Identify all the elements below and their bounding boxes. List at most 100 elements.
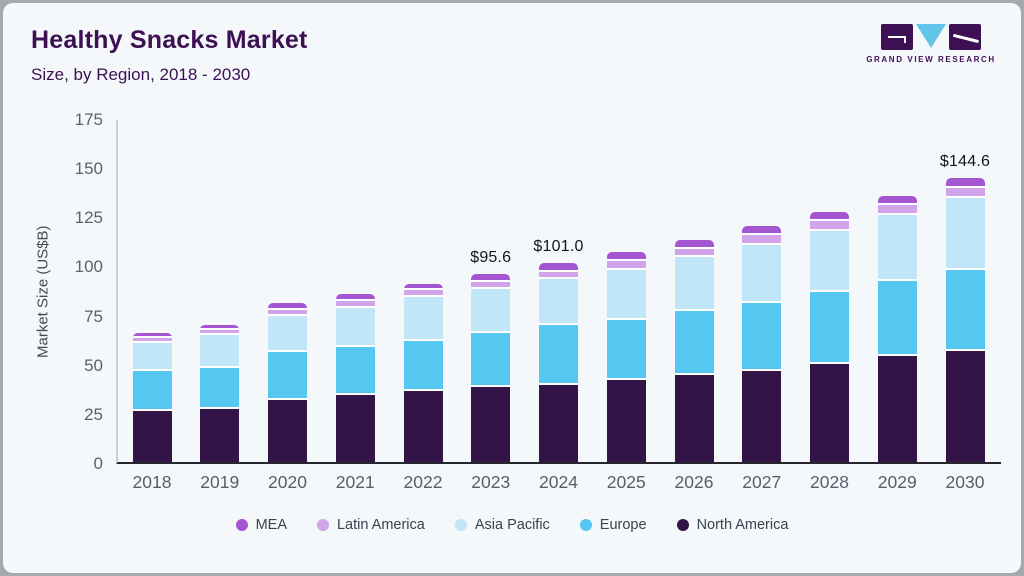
report-card: Healthy Snacks Market Size, by Region, 2…	[3, 3, 1021, 573]
legend-item-asia-pacific: Asia Pacific	[454, 517, 550, 533]
bar-segment-north-america-2030	[945, 351, 985, 462]
x-tick-label-2025: 2025	[606, 472, 646, 492]
bar-segment-europe-2022	[403, 341, 443, 392]
bar-segment-mea-2025	[606, 252, 646, 262]
legend-swatch-icon	[454, 519, 467, 531]
logo-r-block-icon	[949, 23, 981, 50]
x-tick-label-2019: 2019	[200, 472, 240, 492]
bar-segment-latin-america-2019	[200, 329, 240, 335]
value-label-2024: $101.0	[533, 238, 584, 256]
bar-2018	[132, 332, 172, 462]
bar-2028	[810, 211, 849, 462]
bar-2022	[403, 283, 443, 462]
bar-2020	[268, 303, 307, 462]
bar-segment-latin-america-2022	[403, 290, 443, 297]
legend-label: MEA	[255, 517, 287, 533]
legend-swatch-icon	[316, 519, 329, 531]
y-tick-label: 25	[84, 404, 103, 424]
x-tick-label-2026: 2026	[674, 472, 714, 492]
legend-item-latin-america: Latin America	[316, 517, 425, 533]
legend-label: North America	[696, 517, 789, 533]
legend-swatch-icon	[235, 519, 248, 531]
logo-v-triangle-icon	[916, 23, 946, 48]
bar-2025	[606, 252, 646, 462]
bar-segment-mea-2022	[403, 283, 443, 290]
legend-item-north-america: North America	[676, 517, 789, 533]
legend-label: Asia Pacific	[474, 517, 550, 533]
bar-segment-mea-2021	[335, 293, 375, 302]
bar-segment-mea-2029	[877, 196, 917, 206]
bar-segment-north-america-2021	[335, 395, 375, 462]
bar-segment-asia-pacific-2027	[742, 244, 782, 303]
bar-segment-mea-2027	[742, 225, 782, 235]
bar-segment-latin-america-2018	[132, 337, 172, 343]
bar-segment-asia-pacific-2030	[945, 198, 985, 270]
y-tick-label: 100	[74, 257, 103, 277]
logo-g-block-icon	[881, 23, 913, 50]
page-subtitle: Size, by Region, 2018 - 2030	[31, 65, 251, 84]
bar-2030	[945, 177, 985, 462]
bar-segment-latin-america-2021	[335, 301, 375, 308]
bar-segment-asia-pacific-2026	[674, 257, 714, 312]
bar-segment-asia-pacific-2018	[132, 342, 172, 372]
bar-segment-europe-2025	[606, 319, 646, 380]
x-tick-label-2021: 2021	[335, 472, 375, 492]
bar-segment-mea-2028	[810, 211, 849, 222]
bar-segment-europe-2030	[945, 269, 985, 352]
bar-segment-north-america-2027	[742, 371, 782, 462]
bar-segment-asia-pacific-2020	[268, 316, 307, 353]
bar-2021	[335, 293, 375, 462]
bar-segment-north-america-2023	[471, 387, 511, 462]
bar-segment-asia-pacific-2019	[200, 334, 240, 369]
bar-2029	[877, 196, 917, 462]
bar-segment-europe-2021	[335, 347, 375, 396]
legend-swatch-icon	[676, 519, 689, 531]
bar-segment-north-america-2024	[539, 384, 578, 462]
x-tick-label-2020: 2020	[268, 472, 307, 492]
bar-segment-asia-pacific-2028	[810, 231, 849, 293]
bar-segment-north-america-2026	[674, 374, 714, 462]
bar-2023	[471, 274, 511, 462]
bar-segment-asia-pacific-2029	[877, 214, 917, 282]
legend-label: Europe	[599, 517, 647, 533]
x-tick-label-2023: 2023	[471, 472, 511, 492]
bar-segment-asia-pacific-2023	[471, 289, 511, 333]
bar-segment-mea-2018	[132, 332, 172, 338]
bar-segment-north-america-2025	[606, 379, 646, 462]
bar-segment-mea-2023	[471, 274, 511, 282]
x-tick-label-2030: 2030	[945, 472, 985, 492]
bar-segment-north-america-2028	[810, 364, 849, 462]
bar-segment-europe-2028	[810, 292, 849, 365]
bar-segment-europe-2020	[268, 352, 307, 400]
bar-segment-north-america-2019	[200, 409, 240, 462]
y-axis-ticks: 0 25 50 75 100 125 150 175	[3, 110, 103, 473]
bar-segment-north-america-2029	[877, 356, 917, 462]
legend-swatch-icon	[579, 519, 592, 531]
bar-segment-europe-2026	[674, 311, 714, 375]
bar-segment-latin-america-2027	[742, 234, 782, 245]
bar-2026	[674, 240, 714, 462]
bar-segment-north-america-2022	[403, 391, 443, 462]
bar-2019	[200, 324, 240, 462]
bar-segment-europe-2018	[132, 371, 172, 411]
y-tick-label: 0	[93, 454, 103, 473]
legend-item-mea: MEA	[235, 517, 287, 533]
bar-segment-mea-2026	[674, 240, 714, 249]
bar-segment-latin-america-2030	[945, 188, 985, 199]
bar-segment-mea-2020	[268, 303, 307, 310]
value-label-2023: $95.6	[470, 249, 512, 267]
bar-segment-asia-pacific-2022	[403, 296, 443, 342]
chart-legend: MEA Latin America Asia Pacific Europe North …	[3, 517, 1021, 533]
bar-segment-europe-2027	[742, 302, 782, 372]
value-label-2030: $144.6	[939, 152, 991, 170]
bar-segment-asia-pacific-2024	[539, 279, 578, 326]
y-tick-label: 175	[74, 110, 103, 129]
y-tick-label: 50	[84, 355, 103, 375]
bar-2027	[742, 225, 782, 462]
gvr-logo: GRAND VIEW RESEARCH	[866, 23, 994, 64]
bar-segment-north-america-2018	[132, 410, 172, 462]
bar-segment-latin-america-2024	[539, 272, 578, 280]
stacked-bar-plot: 2018 2019 2020 2021 2022 2023 $95.6 2024 $101.0 2…	[116, 120, 1001, 492]
bar-segment-europe-2023	[471, 332, 511, 388]
bar-segment-latin-america-2025	[606, 261, 646, 270]
